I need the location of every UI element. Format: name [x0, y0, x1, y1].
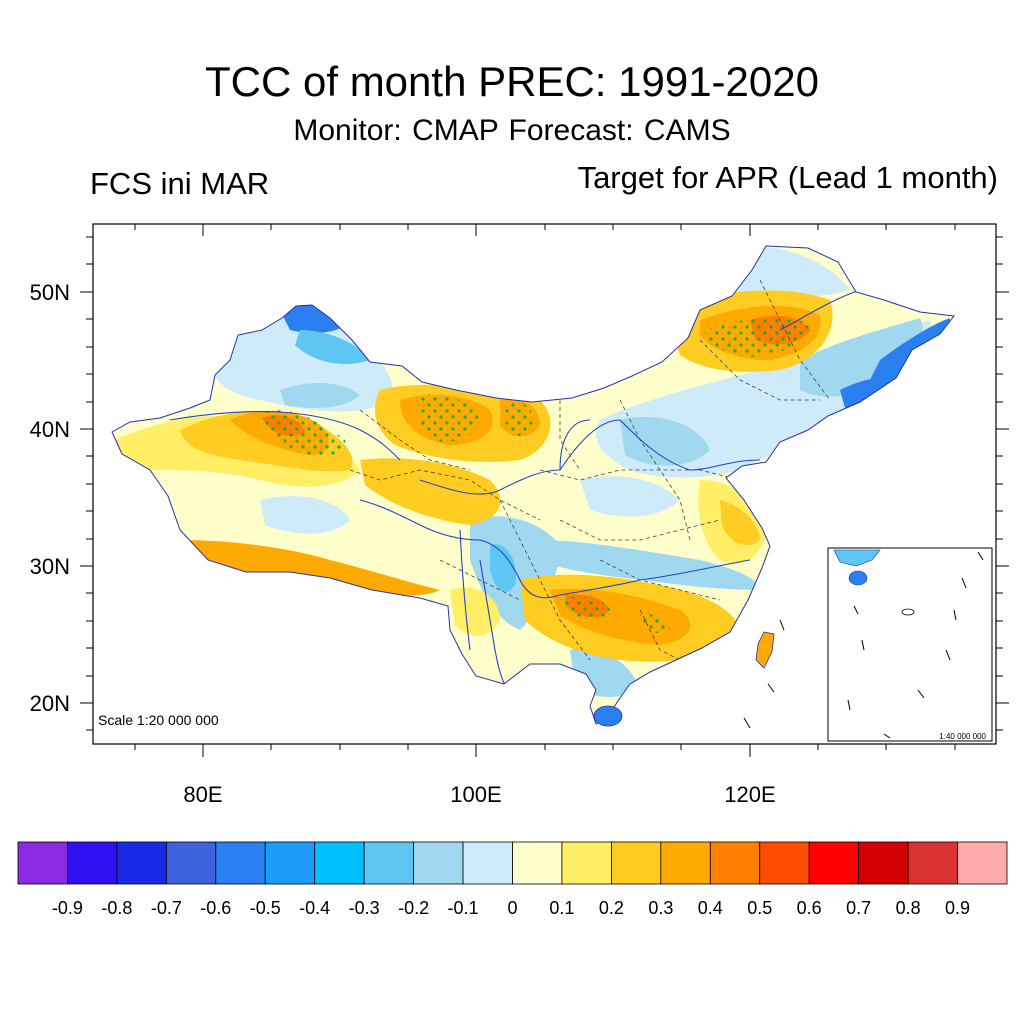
lat-label-50n: 50N: [30, 280, 70, 305]
colorbar-label: -0.6: [200, 898, 231, 918]
inset-scale-label: 1:40 000 000: [939, 732, 986, 741]
scale-label: Scale 1:20 000 000: [98, 712, 219, 728]
colorbar-swatch: [808, 841, 860, 885]
colorbar-label: 0.8: [896, 898, 921, 918]
colorbar-label: 0.2: [599, 898, 624, 918]
colorbar-label: 0.5: [747, 898, 772, 918]
colorbar-swatch: [709, 841, 761, 885]
colorbar-swatch: [611, 841, 662, 885]
rivers: [169, 289, 861, 686]
colorbar-label: 0.6: [797, 898, 822, 918]
colorbar-swatch: [858, 841, 909, 885]
province-boundaries: [349, 279, 831, 661]
colorbar-swatch: [512, 841, 563, 885]
lat-label-30n: 30N: [30, 554, 70, 579]
init-label: FCS ini MAR: [90, 166, 270, 201]
colorbar: -0.9 -0.8 -0.7 -0.6 -0.5 -0.4 -0.3 -0.2 -0.1 0 0.1…: [17, 841, 1008, 918]
colorbar-label: -0.2: [398, 898, 429, 918]
colorbar-label: 0.7: [846, 898, 871, 918]
sea-boundary-marks: [743, 619, 785, 729]
taiwan-island: [755, 631, 775, 669]
colorbar-label: -0.4: [299, 898, 330, 918]
target-label: Target for APR (Lead 1 month): [577, 160, 998, 195]
colorbar-swatch: [264, 841, 316, 885]
colorbar-label: -0.1: [448, 898, 479, 918]
map-title: TCC of month PREC: 1991-2020: [205, 58, 819, 105]
colorbar-label: -0.5: [250, 898, 281, 918]
colorbar-swatch: [67, 841, 118, 885]
colorbar-label: -0.9: [52, 898, 83, 918]
axis-ticks: [80, 224, 1009, 757]
colorbar-label: 0: [507, 898, 517, 918]
lon-label-80e: 80E: [183, 782, 222, 807]
lat-label-40n: 40N: [30, 417, 70, 442]
colorbar-swatch: [17, 841, 68, 885]
lat-label-20n: 20N: [30, 691, 70, 716]
south-china-sea-inset: 1:40 000 000: [827, 547, 993, 742]
colorbar-swatch: [116, 841, 167, 885]
colorbar-label: 0.9: [945, 898, 970, 918]
colorbar-label: 0.1: [549, 898, 574, 918]
colorbar-swatch: [215, 841, 266, 885]
lon-label-120e: 120E: [724, 782, 775, 807]
colorbar-label: 0.4: [698, 898, 723, 918]
colorbar-swatch: [561, 841, 612, 885]
colorbar-swatch: [907, 841, 958, 885]
colorbar-label: -0.7: [151, 898, 182, 918]
colorbar-swatch: [314, 841, 365, 885]
lon-label-100e: 100E: [450, 782, 501, 807]
hainan-island: [593, 705, 623, 727]
colorbar-swatch: [462, 841, 513, 885]
colorbar-swatch: [957, 841, 1008, 885]
china-outline: [111, 245, 955, 725]
colorbar-label: 0.3: [648, 898, 673, 918]
colorbar-swatch: [363, 841, 414, 885]
colorbar-swatch: [413, 841, 464, 885]
colorbar-swatch: [165, 841, 217, 885]
colorbar-label: -0.8: [101, 898, 132, 918]
map-subtitle: Monitor: CMAP Forecast: CAMS: [293, 114, 731, 147]
colorbar-swatch: [660, 841, 711, 885]
colorbar-swatch: [759, 841, 810, 885]
colorbar-label: -0.3: [349, 898, 380, 918]
